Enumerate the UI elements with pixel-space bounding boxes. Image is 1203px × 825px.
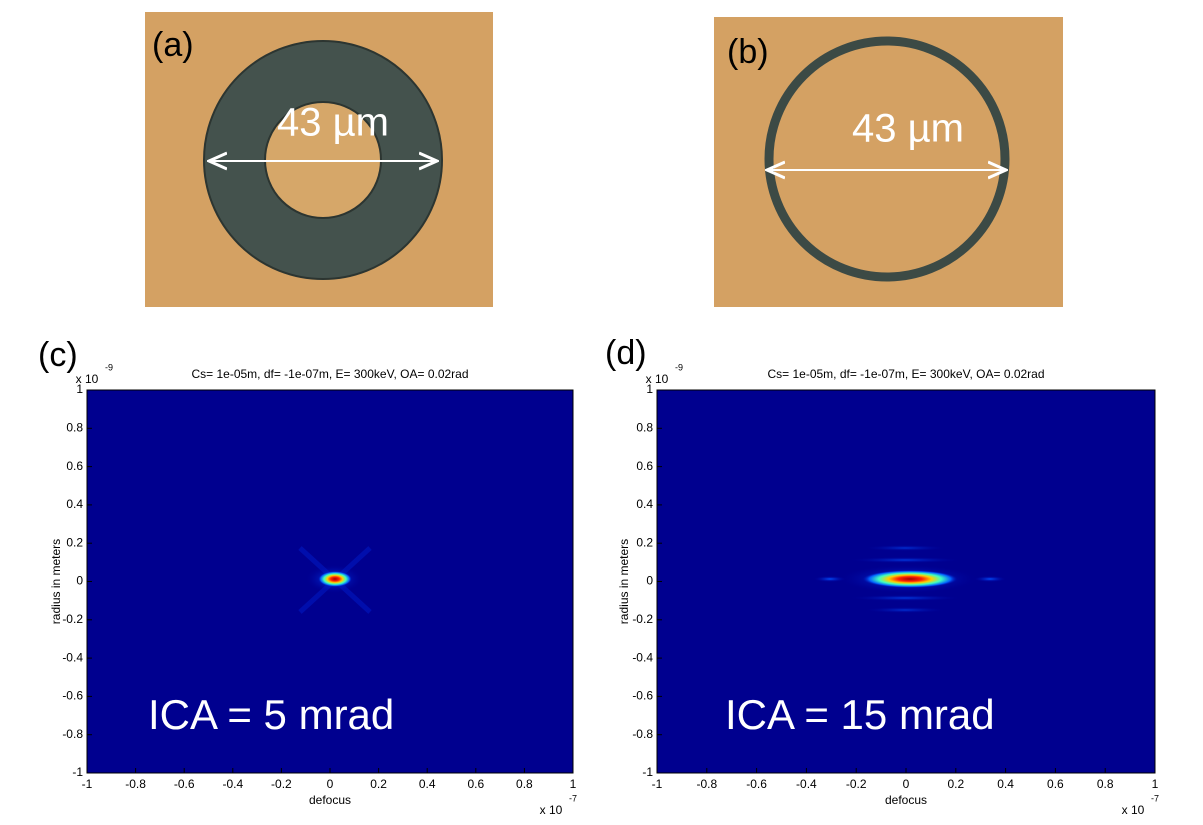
y-tick-label: -1 (72, 765, 83, 779)
annotation: ICA = 15 mrad (725, 691, 995, 738)
x-tick-label: 0 (903, 777, 910, 791)
x-tick-label: -0.6 (174, 777, 195, 791)
plot-title: Cs= 1e-05m, df= -1e-07m, E= 300keV, OA= … (767, 367, 1044, 381)
y-tick-label: 0.6 (66, 459, 83, 473)
panel-label: (b) (727, 33, 769, 71)
y-multiplier-exponent: -9 (105, 362, 113, 372)
x-tick-label: 0.8 (516, 777, 533, 791)
y-tick-label: -0.6 (62, 689, 83, 703)
panel-a: 43 µm (a) (145, 12, 493, 307)
y-tick-label: 0.8 (66, 420, 83, 434)
x-tick-label: 0.4 (419, 777, 436, 791)
y-tick-label: 0.4 (636, 497, 653, 511)
panel-label: (a) (152, 26, 194, 64)
y-tick-label: -0.6 (632, 689, 653, 703)
y-multiplier: x 10 (76, 372, 99, 386)
y-tick-label: 0.6 (636, 459, 653, 473)
y-multiplier-exponent: -9 (675, 362, 683, 372)
x-tick-label: -0.4 (222, 777, 243, 791)
x-tick-label: 1 (570, 777, 577, 791)
y-tick-label: -0.8 (62, 727, 83, 741)
y-tick-label: 0 (76, 574, 83, 588)
x-multiplier: x 10 (540, 803, 563, 817)
x-tick-label: 0.4 (997, 777, 1014, 791)
y-tick-label: -0.8 (632, 727, 653, 741)
x-axis-label: defocus (309, 793, 351, 807)
scale-label: 43 µm (277, 101, 389, 145)
x-tick-label: 0.6 (467, 777, 484, 791)
panel-label: (d) (605, 334, 647, 372)
y-tick-label: 0 (646, 574, 653, 588)
panel-b: 43 µm (b) (714, 17, 1063, 307)
x-tick-label: 0.6 (1047, 777, 1064, 791)
x-tick-label: 0.2 (947, 777, 964, 791)
x-tick-label: -1 (82, 777, 93, 791)
x-tick-label: 0.8 (1097, 777, 1114, 791)
y-tick-label: -0.4 (632, 650, 653, 664)
x-tick-label: 0 (327, 777, 334, 791)
y-axis-label: radius in meters (49, 539, 63, 624)
y-tick-label: 0.8 (636, 420, 653, 434)
y-tick-label: -1 (642, 765, 653, 779)
panel-label: (c) (38, 336, 78, 374)
x-multiplier-exponent: -7 (1151, 793, 1159, 803)
x-tick-label: -0.8 (125, 777, 146, 791)
x-tick-label: 0.2 (370, 777, 387, 791)
x-tick-label: -0.4 (796, 777, 817, 791)
figure: 43 µm (a) 43 µm (b) -1 -0.8 -0.6 -0.4 -0.2 0 0… (0, 0, 1203, 820)
y-tick-label: 0.2 (636, 535, 653, 549)
x-tick-label: 1 (1152, 777, 1159, 791)
y-tick-label: 0.4 (66, 497, 83, 511)
annotation: ICA = 5 mrad (148, 691, 394, 738)
y-tick-label: 0.2 (66, 535, 83, 549)
y-multiplier: x 10 (646, 372, 669, 386)
x-multiplier: x 10 (1122, 803, 1145, 817)
y-tick-label: -0.2 (632, 612, 653, 626)
x-tick-label: -1 (652, 777, 663, 791)
x-tick-label: -0.6 (746, 777, 767, 791)
x-tick-label: -0.2 (846, 777, 867, 791)
x-multiplier-exponent: -7 (569, 793, 577, 803)
scale-label: 43 µm (852, 107, 964, 151)
plot-title: Cs= 1e-05m, df= -1e-07m, E= 300keV, OA= … (191, 367, 468, 381)
y-tick-label: -0.4 (62, 650, 83, 664)
x-axis-label: defocus (885, 793, 927, 807)
y-axis-label: radius in meters (617, 539, 631, 624)
x-tick-label: -0.8 (696, 777, 717, 791)
x-tick-label: -0.2 (271, 777, 292, 791)
y-tick-label: -0.2 (62, 612, 83, 626)
